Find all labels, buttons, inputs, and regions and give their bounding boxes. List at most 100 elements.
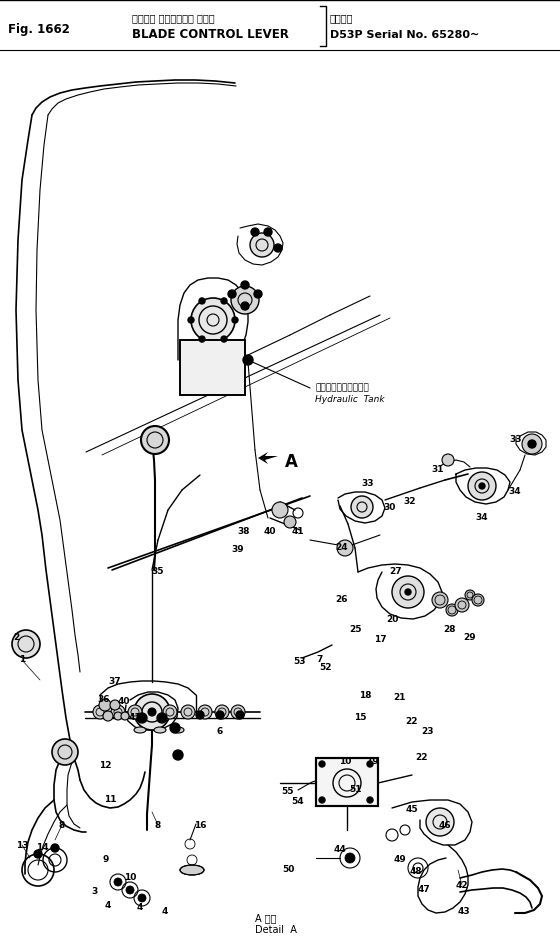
Circle shape <box>251 228 259 236</box>
Text: 55: 55 <box>282 787 294 797</box>
Text: 40: 40 <box>264 528 276 536</box>
Circle shape <box>432 592 448 608</box>
Circle shape <box>181 705 195 719</box>
Text: 19: 19 <box>366 758 379 767</box>
Circle shape <box>173 750 183 760</box>
Circle shape <box>52 739 78 765</box>
Text: 39: 39 <box>232 546 244 554</box>
Text: 48: 48 <box>410 867 422 877</box>
Text: 12: 12 <box>99 761 111 769</box>
Text: 4: 4 <box>162 907 168 917</box>
Text: 10: 10 <box>124 874 136 883</box>
Circle shape <box>254 290 262 298</box>
Circle shape <box>170 723 180 733</box>
Circle shape <box>231 705 245 719</box>
Text: 22: 22 <box>416 753 428 763</box>
Text: 23: 23 <box>422 728 434 736</box>
Text: 40: 40 <box>118 697 130 707</box>
Circle shape <box>236 711 244 719</box>
Circle shape <box>114 712 122 720</box>
Circle shape <box>442 454 454 466</box>
Text: 24: 24 <box>335 544 348 553</box>
Text: 32: 32 <box>404 497 416 507</box>
Circle shape <box>455 598 469 612</box>
Text: 28: 28 <box>444 626 456 634</box>
Ellipse shape <box>154 727 166 733</box>
Circle shape <box>215 705 229 719</box>
Text: Detail  A: Detail A <box>255 925 297 935</box>
Ellipse shape <box>180 865 204 875</box>
Circle shape <box>284 516 296 528</box>
Circle shape <box>128 705 142 719</box>
Circle shape <box>426 808 454 836</box>
Text: 33: 33 <box>510 436 522 444</box>
Circle shape <box>111 705 125 719</box>
Text: 33: 33 <box>362 479 374 489</box>
Circle shape <box>51 844 59 852</box>
Text: 34: 34 <box>508 488 521 496</box>
Circle shape <box>93 705 107 719</box>
Text: 8: 8 <box>59 821 65 829</box>
Circle shape <box>134 694 170 730</box>
Circle shape <box>446 604 458 616</box>
Text: 30: 30 <box>384 503 396 513</box>
Text: 3: 3 <box>92 887 98 897</box>
Circle shape <box>468 472 496 500</box>
Circle shape <box>274 244 282 252</box>
Circle shape <box>99 699 111 711</box>
Circle shape <box>148 708 156 716</box>
Circle shape <box>137 713 147 723</box>
Text: 29: 29 <box>464 633 477 643</box>
Text: 50: 50 <box>282 865 294 875</box>
Circle shape <box>141 426 169 454</box>
Circle shape <box>163 705 177 719</box>
Text: Hydraulic  Tank: Hydraulic Tank <box>315 396 385 404</box>
Text: 16: 16 <box>194 821 206 829</box>
Text: 38: 38 <box>238 528 250 536</box>
Circle shape <box>138 894 146 902</box>
Text: 適用号機: 適用号機 <box>330 13 353 23</box>
Circle shape <box>191 298 235 342</box>
Text: 14: 14 <box>36 844 48 852</box>
Text: 10: 10 <box>339 758 351 767</box>
Circle shape <box>199 298 205 304</box>
Text: 41: 41 <box>129 713 141 723</box>
Circle shape <box>522 434 542 454</box>
Text: A 詳図: A 詳図 <box>255 913 277 923</box>
Text: 49: 49 <box>394 856 407 864</box>
Circle shape <box>528 440 536 448</box>
Text: 17: 17 <box>374 635 386 645</box>
Circle shape <box>12 630 40 658</box>
Text: 42: 42 <box>456 881 468 889</box>
Text: 1: 1 <box>19 655 25 665</box>
Text: 21: 21 <box>394 693 406 703</box>
Circle shape <box>345 853 355 863</box>
Text: 6: 6 <box>217 728 223 736</box>
Circle shape <box>319 797 325 803</box>
Polygon shape <box>258 452 278 464</box>
Circle shape <box>337 540 353 556</box>
Circle shape <box>479 483 485 489</box>
Text: 35: 35 <box>152 568 164 576</box>
Circle shape <box>241 302 249 310</box>
Bar <box>180 340 245 395</box>
Text: 26: 26 <box>336 595 348 605</box>
Circle shape <box>221 298 227 304</box>
Text: BLADE CONTROL LEVER: BLADE CONTROL LEVER <box>132 29 289 42</box>
Text: 44: 44 <box>334 845 347 855</box>
Text: 8: 8 <box>155 821 161 829</box>
Circle shape <box>157 713 167 723</box>
Circle shape <box>231 286 259 314</box>
Circle shape <box>272 502 288 518</box>
Text: 47: 47 <box>418 885 431 895</box>
Text: 36: 36 <box>98 695 110 705</box>
Text: 7: 7 <box>317 655 323 665</box>
Circle shape <box>367 797 373 803</box>
Text: 2: 2 <box>13 633 19 643</box>
Text: ブレード コントロール レバー: ブレード コントロール レバー <box>132 13 214 23</box>
Text: 45: 45 <box>405 805 418 814</box>
Text: 51: 51 <box>349 786 361 794</box>
Text: 31: 31 <box>432 465 444 475</box>
Circle shape <box>405 589 411 595</box>
Text: 37: 37 <box>109 677 122 687</box>
